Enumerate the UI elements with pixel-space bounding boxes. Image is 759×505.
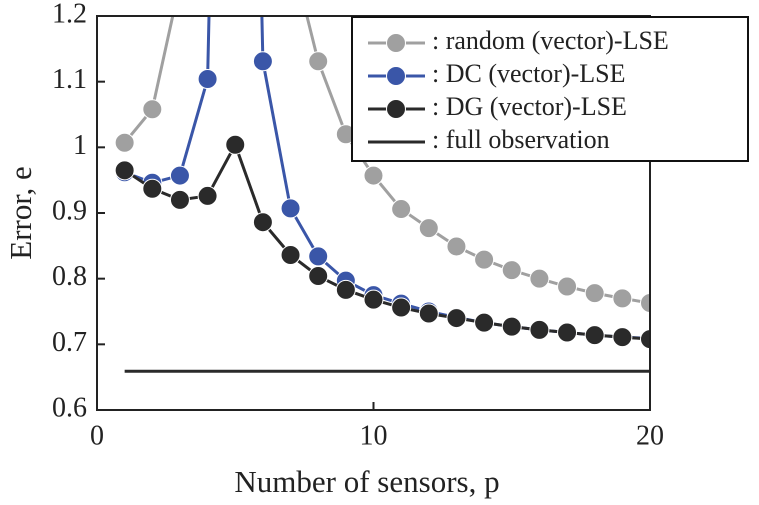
data-point: [474, 312, 495, 333]
data-point: [446, 308, 467, 329]
data-point: [142, 99, 163, 120]
data-point: [418, 303, 439, 324]
y-tick-label: 1: [73, 130, 87, 161]
data-point: [612, 288, 633, 309]
legend-marker: [386, 33, 406, 53]
legend-marker: [386, 99, 406, 119]
legend-label: : DG (vector)-LSE: [432, 92, 627, 121]
legend-box: [351, 16, 749, 162]
legend-label: : DC (vector)-LSE: [432, 59, 626, 88]
data-point: [197, 185, 218, 206]
data-point: [557, 322, 578, 343]
data-point: [252, 51, 273, 72]
data-point: [308, 266, 329, 287]
data-point: [363, 289, 384, 310]
data-point: [114, 160, 135, 181]
legend-marker: [386, 66, 406, 86]
y-axis-label: Error, e: [3, 166, 38, 259]
data-point: [529, 319, 550, 340]
y-tick-label: 0.9: [52, 195, 87, 226]
data-point: [391, 297, 412, 318]
legend: : random (vector)-LSE : DC (vector)-LSE : …: [351, 16, 749, 162]
data-point: [391, 199, 412, 220]
data-point: [474, 249, 495, 270]
x-tick-label: 10: [360, 420, 388, 451]
y-tick-label: 0.8: [52, 261, 87, 292]
data-point: [529, 268, 550, 289]
legend-label: : random (vector)-LSE: [432, 26, 669, 55]
series-line: [123, 141, 650, 341]
data-point: [584, 325, 605, 346]
data-point: [280, 245, 301, 266]
data-point: [640, 292, 650, 313]
data-point: [363, 165, 384, 186]
data-point: [446, 236, 467, 257]
data-point: [252, 212, 273, 233]
data-point: [418, 218, 439, 239]
data-point: [169, 165, 190, 186]
data-point: [142, 178, 163, 199]
data-point: [584, 283, 605, 304]
data-point: [308, 51, 329, 72]
data-point: [114, 132, 135, 153]
data-point: [557, 276, 578, 297]
y-tick-label: 0.7: [52, 327, 87, 358]
x-tick-label: 0: [90, 420, 104, 451]
data-point: [612, 327, 633, 348]
data-point: [308, 246, 329, 267]
data-point: [501, 260, 522, 281]
data-point: [225, 134, 246, 155]
x-axis-label: Number of sensors, p: [234, 464, 499, 499]
y-tick-label: 0.6: [52, 392, 87, 423]
data-point: [197, 69, 218, 90]
x-tick-label: 20: [636, 420, 664, 451]
y-tick-label: 1.2: [52, 0, 87, 29]
data-point: [280, 198, 301, 219]
data-point: [169, 189, 190, 210]
data-point: [501, 316, 522, 337]
plot-area: [114, 16, 650, 373]
data-point: [640, 329, 650, 350]
y-tick-label: 1.1: [52, 64, 87, 95]
legend-label: : full observation: [432, 125, 610, 154]
data-point: [335, 279, 356, 300]
